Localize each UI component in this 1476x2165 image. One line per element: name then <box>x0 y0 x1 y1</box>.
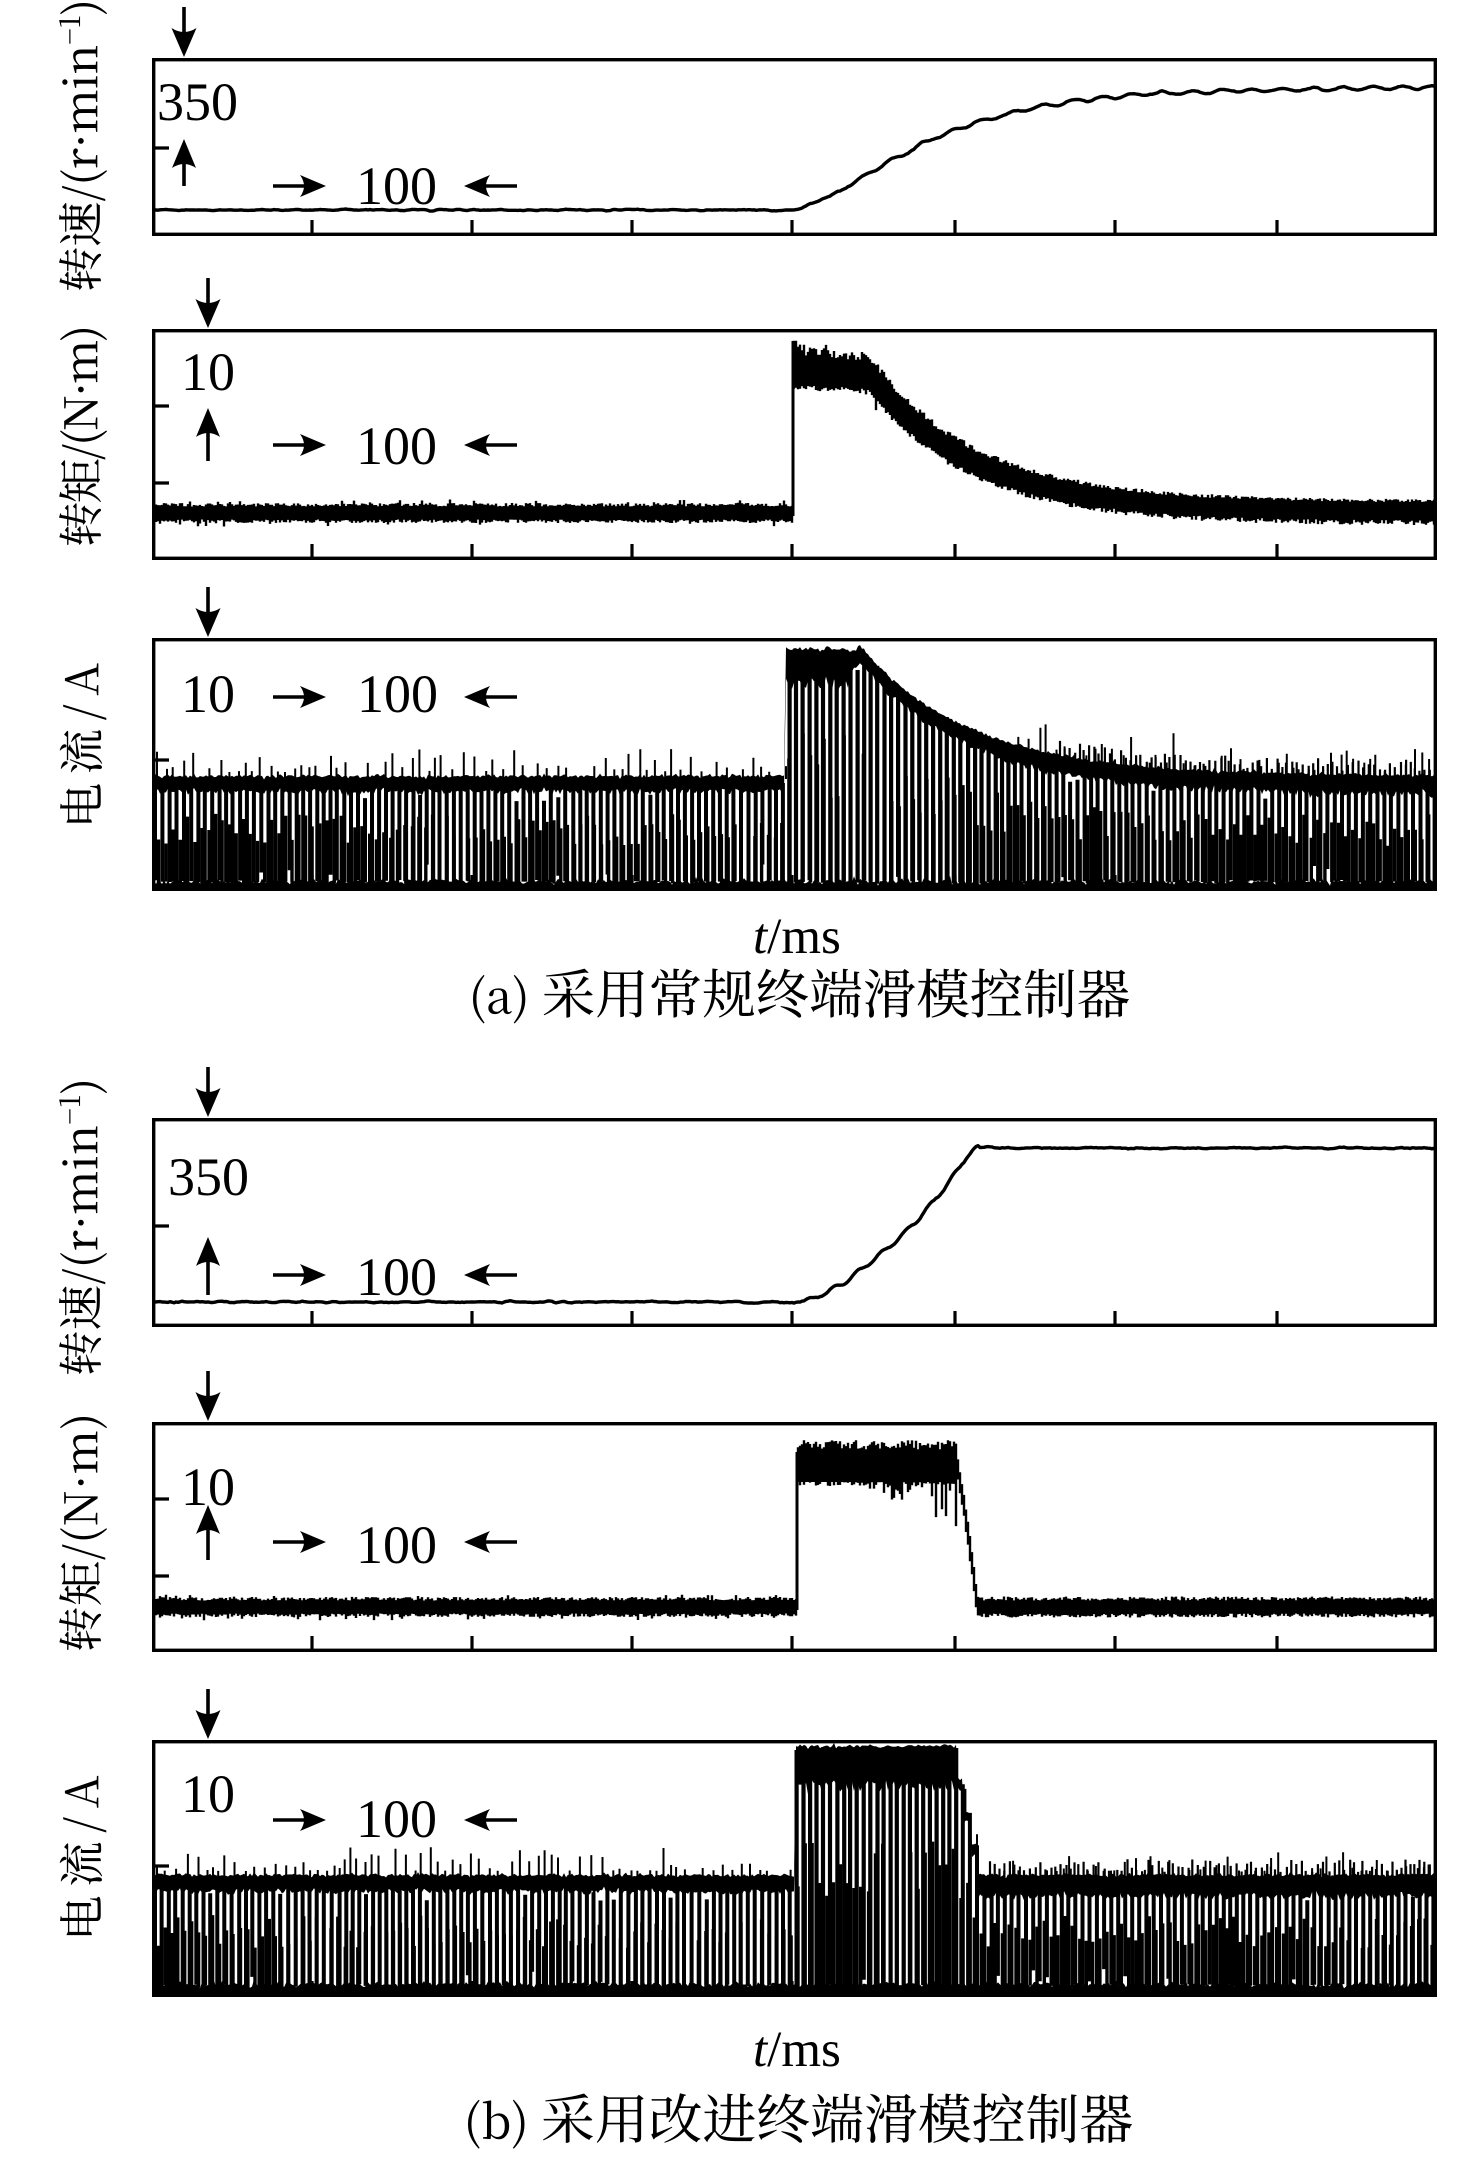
svg-text:100: 100 <box>357 664 438 724</box>
svg-text:t/ms: t/ms <box>753 909 841 965</box>
svg-text:100: 100 <box>356 1789 437 1849</box>
svg-text:100: 100 <box>356 416 437 476</box>
svg-text:10: 10 <box>181 1764 235 1824</box>
svg-text:100: 100 <box>356 1247 437 1307</box>
svg-text:350: 350 <box>157 72 238 132</box>
svg-text:10: 10 <box>181 342 235 402</box>
svg-text:10: 10 <box>181 664 235 724</box>
svg-text:10: 10 <box>181 1457 235 1517</box>
svg-text:100: 100 <box>356 156 437 216</box>
svg-text:100: 100 <box>356 1515 437 1575</box>
svg-text:350: 350 <box>168 1147 249 1207</box>
svg-text:t/ms: t/ms <box>753 2022 841 2078</box>
